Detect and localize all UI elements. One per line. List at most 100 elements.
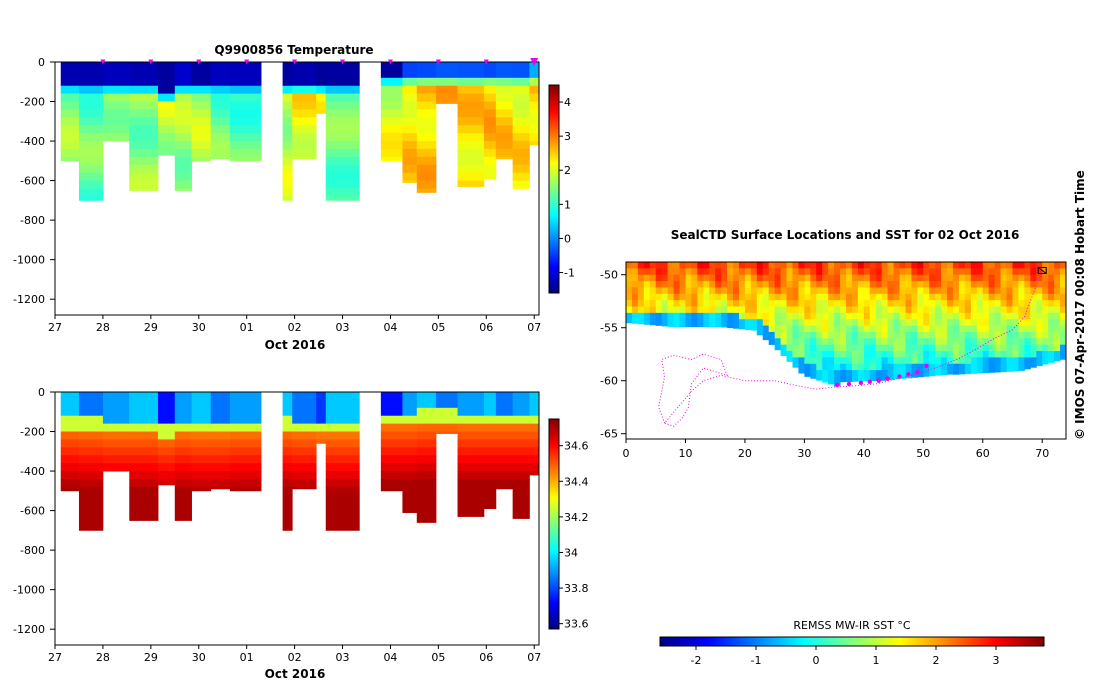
sst-cell (864, 319, 870, 326)
sst-cell (674, 275, 680, 282)
profile-cell (402, 94, 417, 102)
profile-cell (158, 86, 175, 94)
profile-cell (283, 141, 293, 149)
profile-cell (513, 165, 530, 173)
sst-cell (1054, 351, 1060, 358)
profile-cell (230, 463, 262, 471)
sst-cell (822, 319, 828, 326)
profile-cell (381, 86, 403, 94)
profile-cell (230, 125, 262, 133)
sst-cell (739, 300, 745, 307)
sst-cell (680, 326, 686, 328)
profile-cell (79, 196, 103, 200)
profile-cell (292, 447, 316, 455)
sst-cell (787, 262, 793, 269)
sst-cell (798, 326, 804, 333)
sst-cell (1030, 345, 1036, 352)
profile-cell (158, 471, 175, 479)
profile-cell (529, 102, 539, 110)
profile-cell (103, 109, 130, 117)
sst-colorbar (660, 637, 1044, 646)
sst-cell (882, 338, 888, 345)
sst-cell (947, 294, 953, 301)
profile-cell (103, 416, 130, 424)
sst-cell (905, 281, 911, 288)
sst-cell (929, 351, 935, 358)
sst-colorbar-tick-label: 0 (813, 654, 820, 667)
sst-cell (828, 262, 834, 269)
sst-cell (959, 319, 965, 326)
sst-cell (745, 326, 751, 330)
profile-cell (230, 86, 262, 94)
sst-cell (781, 307, 787, 314)
profile-cell (283, 117, 293, 125)
sst-cell (668, 313, 674, 320)
profile-cell (211, 439, 231, 447)
sst-cell (852, 364, 858, 371)
sst-cell (876, 262, 882, 269)
sst-cell (781, 287, 787, 294)
profile-cell (381, 392, 403, 400)
profile-cell (129, 511, 158, 519)
profile-cell (129, 70, 158, 78)
temperature-y-axis: 0-200-400-600-800-1000-1200 (13, 56, 55, 306)
sst-cell (947, 262, 953, 269)
sst-cell (989, 294, 995, 301)
profile-cell (230, 149, 262, 157)
profile-cell (192, 439, 212, 447)
sst-cell (757, 313, 763, 320)
sst-cell (852, 332, 858, 339)
sst-cell (852, 370, 858, 377)
sst-cell (727, 300, 733, 307)
profile-cell (158, 455, 175, 463)
sst-cell (864, 332, 870, 339)
profile-cell (158, 102, 175, 110)
sst-cell (840, 345, 846, 352)
profile-cell (283, 455, 293, 463)
profile-cell (513, 503, 530, 511)
sst-cell (1018, 287, 1024, 294)
sst-cell (691, 326, 697, 328)
sst-cell (864, 357, 870, 364)
profile-cell (496, 125, 513, 133)
profile-cell (417, 62, 437, 70)
sst-cell (727, 275, 733, 282)
sst-cell (822, 351, 828, 358)
profile-cell (103, 133, 130, 141)
sst-cell (1030, 307, 1036, 314)
sst-cell (787, 307, 793, 314)
sst-cell (1018, 313, 1024, 320)
profile-cell (175, 189, 192, 191)
sst-cell (727, 262, 733, 269)
sst-cell (911, 300, 917, 307)
sst-cell (834, 345, 840, 352)
sst-cell (650, 287, 656, 294)
profile-cell (381, 447, 403, 455)
sst-cell (1012, 319, 1018, 326)
profile-cell (326, 149, 360, 157)
sst-cell (834, 275, 840, 282)
sst-cell (668, 275, 674, 282)
profile-cell (513, 392, 530, 400)
profile-cell (513, 117, 530, 125)
sst-cell (703, 262, 709, 269)
map-title: SealCTD Surface Locations and SST for 02… (671, 228, 1020, 242)
sst-cell (953, 326, 959, 333)
profile-cell (79, 102, 103, 110)
sst-cell (709, 268, 715, 275)
sst-cell (941, 287, 947, 294)
sst-cell (745, 319, 751, 326)
profile-cell (529, 133, 539, 141)
profile-cell (417, 94, 437, 102)
profile-cell (417, 141, 437, 149)
sst-cell (995, 294, 1001, 301)
profile-cell (458, 165, 485, 173)
profile-cell (61, 432, 80, 440)
sst-cell (941, 326, 947, 333)
sst-cell (834, 262, 840, 269)
profile-cell (292, 86, 316, 94)
sst-cell (680, 319, 686, 326)
profile-cell (283, 447, 293, 455)
sst-cell (941, 338, 947, 345)
profile-cell (326, 392, 360, 400)
